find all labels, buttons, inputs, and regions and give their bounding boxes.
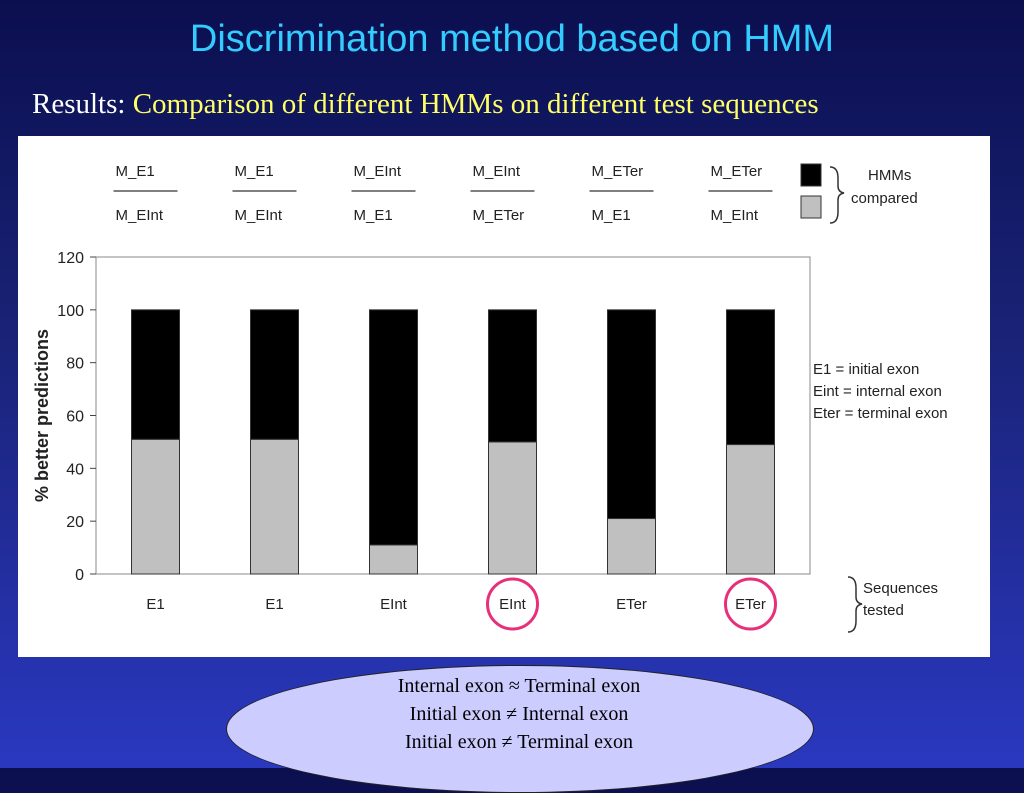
legend-brace-hmms (829, 166, 845, 224)
model-pair-bottom: M_E1 (592, 207, 631, 224)
highlight-circle (486, 577, 539, 631)
plot-border (95, 256, 811, 575)
bar-segment (369, 544, 418, 575)
x-tick-label: ETer (735, 596, 766, 613)
bar-segment (250, 438, 299, 575)
chart-panel: M_E1 M_EInt M_E1 M_EInt M_EInt M_E1 M_EInt M_ET… (18, 136, 990, 657)
legend-definition: E1 = initial exon (813, 361, 919, 378)
legend-hmms-label: HMMs (868, 167, 911, 184)
bar-segment (607, 518, 656, 575)
subtitle-prefix: Results: (32, 88, 126, 120)
y-tick-label: 80 (66, 356, 84, 373)
y-tick-label: 100 (57, 303, 84, 320)
x-tick-label: ETer (616, 596, 647, 613)
x-tick-label: E1 (146, 596, 164, 613)
model-pair-bottom: M_EInt (116, 207, 164, 224)
model-pair-bottom: M_EInt (711, 207, 759, 224)
legend-tested-label: tested (863, 602, 904, 619)
bar-segment (131, 438, 180, 575)
bar-segment (607, 309, 656, 520)
legend-brace-sequences (847, 576, 863, 633)
model-pair-top: M_EInt (354, 163, 402, 180)
legend-definition: Eint = internal exon (813, 383, 942, 400)
model-pair-top: M_EInt (473, 163, 521, 180)
x-tick-label: EInt (380, 596, 408, 613)
model-pair-top: M_ETer (711, 163, 763, 180)
model-pair-bottom: M_E1 (354, 207, 393, 224)
slide-subtitle: Results: Comparison of different HMMs on… (32, 88, 819, 121)
y-tick-label: 20 (66, 514, 84, 531)
legend: HMMs compared E1 = initial exon Eint = inte… (800, 163, 948, 633)
bar-segment (488, 441, 537, 575)
bars (131, 309, 775, 575)
summary-line: Internal exon ≈ Terminal exon (397, 675, 641, 697)
bar-segment (369, 309, 418, 546)
summary-line: Initial exon ≠ Internal exon (409, 703, 629, 725)
y-axis: 0 20 40 60 80 100 120 % better predictions (32, 250, 96, 584)
highlight-circle (724, 577, 777, 631)
legend-sequences-label: Sequences (863, 580, 938, 597)
model-pair-labels: M_E1 M_EInt M_E1 M_EInt M_EInt M_E1 M_EInt M_ET… (113, 163, 773, 224)
model-pair-bottom: M_EInt (235, 207, 283, 224)
legend-swatch-bottom-model (800, 195, 822, 219)
y-axis-label: % better predictions (32, 329, 52, 502)
model-pair-top: M_E1 (116, 163, 155, 180)
x-tick-label: EInt (499, 596, 527, 613)
x-tick-label: E1 (265, 596, 283, 613)
bar-chart: M_E1 M_EInt M_E1 M_EInt M_EInt M_E1 M_EInt M_ET… (32, 163, 948, 633)
summary-line: Initial exon ≠ Terminal exon (404, 731, 634, 753)
legend-definition: Eter = terminal exon (813, 405, 948, 422)
y-tick-label: 60 (66, 409, 84, 426)
model-pair-top: M_E1 (235, 163, 274, 180)
y-tick-label: 40 (66, 461, 84, 478)
y-tick-label: 120 (57, 250, 84, 267)
bar-segment (726, 309, 775, 446)
bar-segment (250, 309, 299, 440)
model-pair-bottom: M_ETer (473, 207, 525, 224)
x-axis-labels: E1 E1 EInt EInt ETer ETer (146, 577, 777, 631)
legend-compared-label: compared (851, 190, 918, 207)
subtitle-text: Comparison of different HMMs on differen… (132, 88, 819, 120)
summary-box: Internal exon ≈ Terminal exon Initial ex… (226, 672, 812, 756)
slide-title: Discrimination method based on HMM (189, 18, 835, 60)
bar-segment (726, 444, 775, 575)
bar-segment (488, 309, 537, 443)
model-pair-top: M_ETer (592, 163, 644, 180)
legend-swatch-top-model (800, 163, 822, 187)
y-tick-label: 0 (75, 567, 84, 584)
bar-segment (131, 309, 180, 440)
plot-area (95, 256, 811, 575)
